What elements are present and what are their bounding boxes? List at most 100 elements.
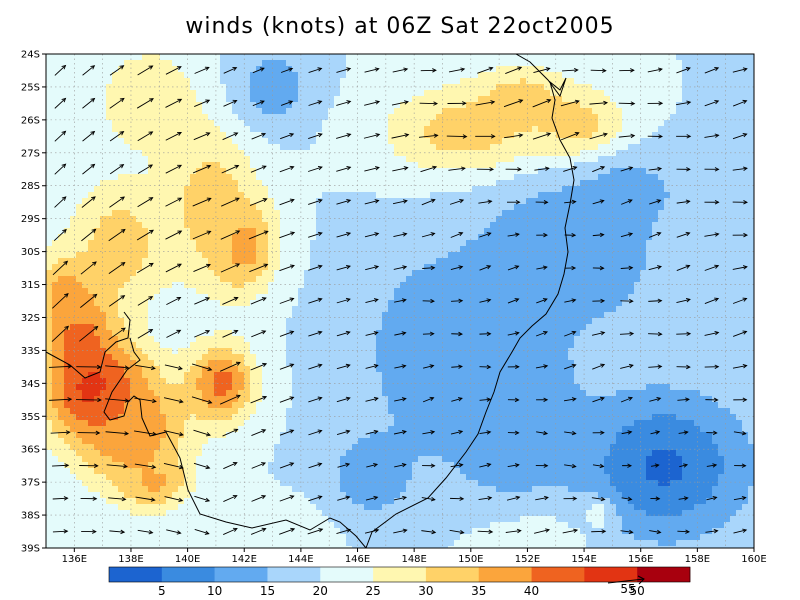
speed-cell <box>118 270 125 277</box>
speed-cell <box>286 96 293 103</box>
speed-cell <box>220 96 227 103</box>
speed-cell <box>112 294 119 301</box>
speed-cell <box>166 126 173 133</box>
speed-cell <box>562 210 569 217</box>
speed-cell <box>724 300 731 307</box>
speed-cell <box>52 120 59 127</box>
speed-cell <box>148 306 155 313</box>
speed-cell <box>166 216 173 223</box>
speed-cell <box>490 54 497 61</box>
speed-cell <box>244 126 251 133</box>
speed-cell <box>496 144 503 151</box>
speed-cell <box>514 234 521 241</box>
speed-cell <box>238 96 245 103</box>
speed-cell <box>664 162 671 169</box>
speed-cell <box>712 180 719 187</box>
speed-cell <box>178 150 185 157</box>
speed-cell <box>436 180 443 187</box>
speed-cell <box>112 234 119 241</box>
speed-cell <box>634 252 641 259</box>
speed-cell <box>448 300 455 307</box>
speed-cell <box>244 276 251 283</box>
speed-cell <box>532 216 539 223</box>
speed-cell <box>370 204 377 211</box>
speed-cell <box>112 252 119 259</box>
speed-cell <box>526 60 533 67</box>
speed-cell <box>64 144 71 151</box>
speed-cell <box>526 180 533 187</box>
speed-cell <box>274 252 281 259</box>
speed-cell <box>448 138 455 145</box>
speed-cell <box>88 204 95 211</box>
speed-cell <box>718 252 725 259</box>
speed-cell <box>646 222 653 229</box>
speed-cell <box>394 144 401 151</box>
speed-cell <box>388 66 395 73</box>
speed-cell <box>484 288 491 295</box>
speed-cell <box>550 180 557 187</box>
speed-cell <box>124 78 131 85</box>
speed-cell <box>202 270 209 277</box>
speed-cell <box>304 108 311 115</box>
speed-cell <box>370 96 377 103</box>
speed-cell <box>310 66 317 73</box>
speed-cell <box>244 72 251 79</box>
speed-cell <box>466 240 473 247</box>
speed-cell <box>316 144 323 151</box>
speed-cell <box>370 198 377 205</box>
speed-cell <box>274 90 281 97</box>
speed-cell <box>64 294 71 301</box>
speed-cell <box>298 132 305 139</box>
speed-cell <box>592 174 599 181</box>
speed-cell <box>76 138 83 145</box>
speed-cell <box>238 54 245 61</box>
speed-cell <box>406 192 413 199</box>
speed-cell <box>520 234 527 241</box>
speed-cell <box>670 54 677 61</box>
speed-cell <box>514 72 521 79</box>
speed-cell <box>592 150 599 157</box>
speed-cell <box>748 162 754 169</box>
speed-cell <box>502 192 509 199</box>
speed-cell <box>442 126 449 133</box>
speed-cell <box>508 276 515 283</box>
speed-cell <box>142 264 149 271</box>
speed-cell <box>130 300 137 307</box>
speed-cell <box>130 84 137 91</box>
speed-cell <box>358 240 365 247</box>
speed-cell <box>742 204 749 211</box>
speed-cell <box>724 228 731 235</box>
speed-cell <box>298 240 305 247</box>
speed-cell <box>70 198 77 205</box>
speed-cell <box>280 84 287 91</box>
speed-cell <box>730 78 737 85</box>
speed-cell <box>490 78 497 85</box>
speed-cell <box>190 270 197 277</box>
speed-cell <box>100 204 107 211</box>
speed-cell <box>580 102 587 109</box>
speed-cell <box>748 240 754 247</box>
speed-cell <box>232 108 239 115</box>
speed-cell <box>664 84 671 91</box>
speed-cell <box>484 270 491 277</box>
speed-cell <box>316 108 323 115</box>
speed-cell <box>466 252 473 259</box>
speed-cell <box>568 180 575 187</box>
speed-cell <box>82 96 89 103</box>
speed-cell <box>88 102 95 109</box>
speed-cell <box>322 258 329 265</box>
speed-cell <box>628 120 635 127</box>
speed-cell <box>130 180 137 187</box>
speed-cell <box>454 216 461 223</box>
speed-cell <box>556 252 563 259</box>
speed-cell <box>562 90 569 97</box>
speed-cell <box>502 174 509 181</box>
speed-cell <box>496 108 503 115</box>
speed-cell <box>508 120 515 127</box>
speed-cell <box>292 66 299 73</box>
speed-cell <box>490 210 497 217</box>
speed-cell <box>340 108 347 115</box>
speed-cell <box>64 174 71 181</box>
speed-cell <box>184 216 191 223</box>
speed-cell <box>88 138 95 145</box>
